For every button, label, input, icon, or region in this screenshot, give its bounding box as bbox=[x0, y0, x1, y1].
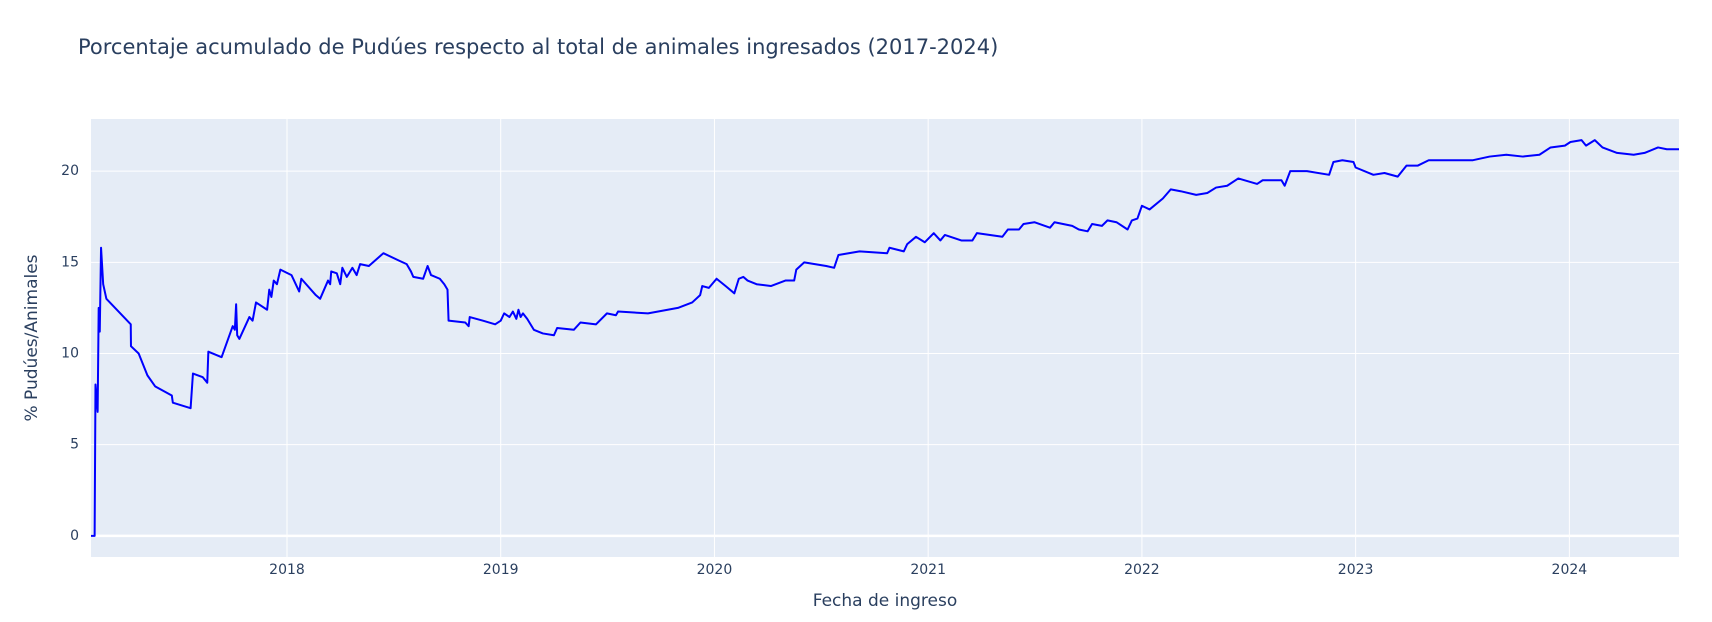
y-tick-label: 20 bbox=[61, 163, 79, 179]
y-tick-label: 10 bbox=[61, 345, 79, 361]
x-tick-label: 2023 bbox=[1338, 562, 1374, 578]
x-axis-label: Fecha de ingreso bbox=[813, 591, 958, 611]
y-tick-label: 0 bbox=[70, 528, 79, 544]
x-tick-label: 2020 bbox=[697, 562, 733, 578]
y-tick-label: 15 bbox=[61, 254, 79, 270]
data-line bbox=[91, 139, 1679, 537]
plot-area bbox=[91, 119, 1679, 557]
x-tick-label: 2022 bbox=[1124, 562, 1160, 578]
y-tick-label: 5 bbox=[70, 437, 79, 453]
y-axis-label: % Pudúes/Animales bbox=[22, 254, 42, 421]
x-tick-label: 2019 bbox=[483, 562, 519, 578]
chart-title: Porcentaje acumulado de Pudúes respecto … bbox=[78, 35, 998, 59]
x-tick-label: 2024 bbox=[1552, 562, 1588, 578]
x-tick-label: 2021 bbox=[910, 562, 946, 578]
x-tick-label: 2018 bbox=[269, 562, 305, 578]
